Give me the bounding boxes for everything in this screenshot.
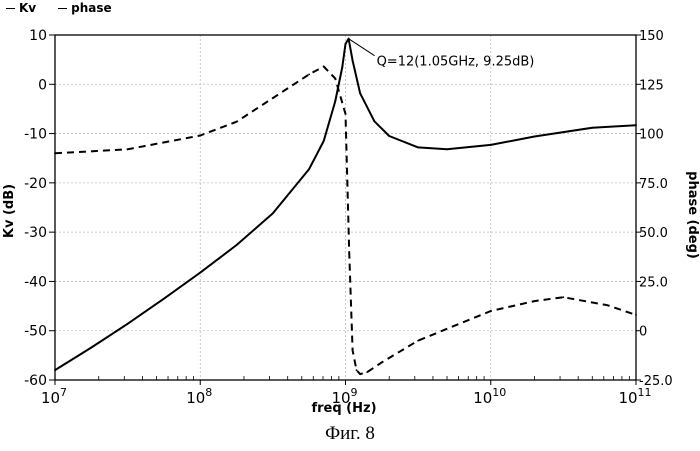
data-point-phase <box>236 121 238 123</box>
data-point-phase <box>490 310 492 312</box>
data-point-kv <box>127 323 129 325</box>
data-point-kv <box>591 127 593 129</box>
data-point-kv <box>352 60 354 62</box>
data-point-phase <box>534 300 536 302</box>
y-tick-label: -10 <box>24 127 47 143</box>
legend-swatch-phase <box>58 8 67 9</box>
data-point-phase <box>606 304 608 306</box>
y-tick-label: -60 <box>24 373 47 389</box>
data-point-kv <box>163 298 165 300</box>
legend-item-kv: Kv <box>6 1 36 15</box>
data-point-kv <box>446 148 448 150</box>
data-point-kv <box>323 140 325 142</box>
data-point-kv <box>635 124 637 126</box>
y2-tick-label: 75.0 <box>639 177 668 192</box>
y-tick-label: -50 <box>24 324 47 340</box>
y-tick-label: -30 <box>24 225 47 241</box>
data-point-phase <box>54 152 56 154</box>
data-point-kv <box>91 347 93 349</box>
data-point-kv <box>341 66 343 68</box>
data-point-phase <box>345 113 347 115</box>
y-tick-label: 10 <box>29 28 47 44</box>
y-axis-ticks: 10 0 -10 -20 -30 -40 -50 -60 <box>24 28 55 389</box>
data-point-phase <box>334 78 336 80</box>
data-point-kv <box>417 147 419 149</box>
y2-tick-label: 100 <box>639 128 664 143</box>
legend: Kv phase <box>6 1 112 15</box>
annotation-q-label: Q=12(1.05GHz, 9.25dB) <box>377 55 535 70</box>
y-axis-label: Kv (dB) <box>2 184 17 238</box>
y2-tick-label: 125 <box>639 78 664 93</box>
data-point-phase <box>417 340 419 342</box>
data-point-phase <box>272 97 274 99</box>
data-point-phase <box>199 135 201 137</box>
data-point-kv <box>334 101 336 103</box>
data-point-kv <box>272 213 274 215</box>
y2-tick-label: 0 <box>639 325 647 340</box>
x-tick-label: 1010 <box>473 386 506 407</box>
y2-tick-label: 50.0 <box>639 226 668 241</box>
y-tick-label: -20 <box>24 176 47 192</box>
data-point-kv <box>388 135 390 137</box>
data-point-kv <box>490 144 492 146</box>
legend-label-kv: Kv <box>19 1 36 15</box>
y-tick-label: 0 <box>38 77 47 93</box>
y2-tick-label: 25.0 <box>639 275 668 290</box>
x-tick-label: 107 <box>41 386 67 407</box>
y2-tick-label: -25.0 <box>639 374 673 389</box>
data-point-phase <box>308 74 310 76</box>
data-point-kv <box>534 136 536 138</box>
data-point-phase <box>348 251 350 253</box>
legend-item-phase: phase <box>58 1 112 15</box>
x-axis-label: freq (Hz) <box>311 401 376 416</box>
data-point-phase <box>562 296 564 298</box>
data-point-phase <box>127 148 129 150</box>
data-point-kv <box>308 168 310 170</box>
data-point-kv <box>54 369 56 371</box>
data-point-phase <box>635 314 637 316</box>
data-point-phase <box>359 373 361 375</box>
legend-swatch-kv <box>6 8 15 9</box>
data-point-phase <box>356 369 358 371</box>
data-point-phase <box>366 371 368 373</box>
annotation-leader <box>349 39 375 56</box>
data-point-phase <box>323 66 325 68</box>
data-point-kv <box>345 43 347 45</box>
data-point-kv <box>359 92 361 94</box>
data-point-phase <box>381 361 383 363</box>
data-point-kv <box>199 272 201 274</box>
data-point-phase <box>352 350 354 352</box>
x-tick-label: 1011 <box>618 386 651 407</box>
y-tick-label: -40 <box>24 274 47 290</box>
y2-axis-ticks: 150 125 100 75.0 50.0 25.0 0 -25.0 <box>636 29 673 389</box>
data-point-kv <box>236 244 238 246</box>
figure-caption: Фиг. 8 <box>0 423 700 445</box>
y2-axis-label: phase (deg) <box>685 171 700 259</box>
x-tick-label: 108 <box>186 386 212 407</box>
grid <box>55 35 636 380</box>
annotations: Q=12(1.05GHz, 9.25dB) <box>349 39 535 70</box>
y2-tick-label: 150 <box>639 29 664 44</box>
legend-label-phase: phase <box>71 1 112 15</box>
data-point-kv <box>374 120 376 122</box>
